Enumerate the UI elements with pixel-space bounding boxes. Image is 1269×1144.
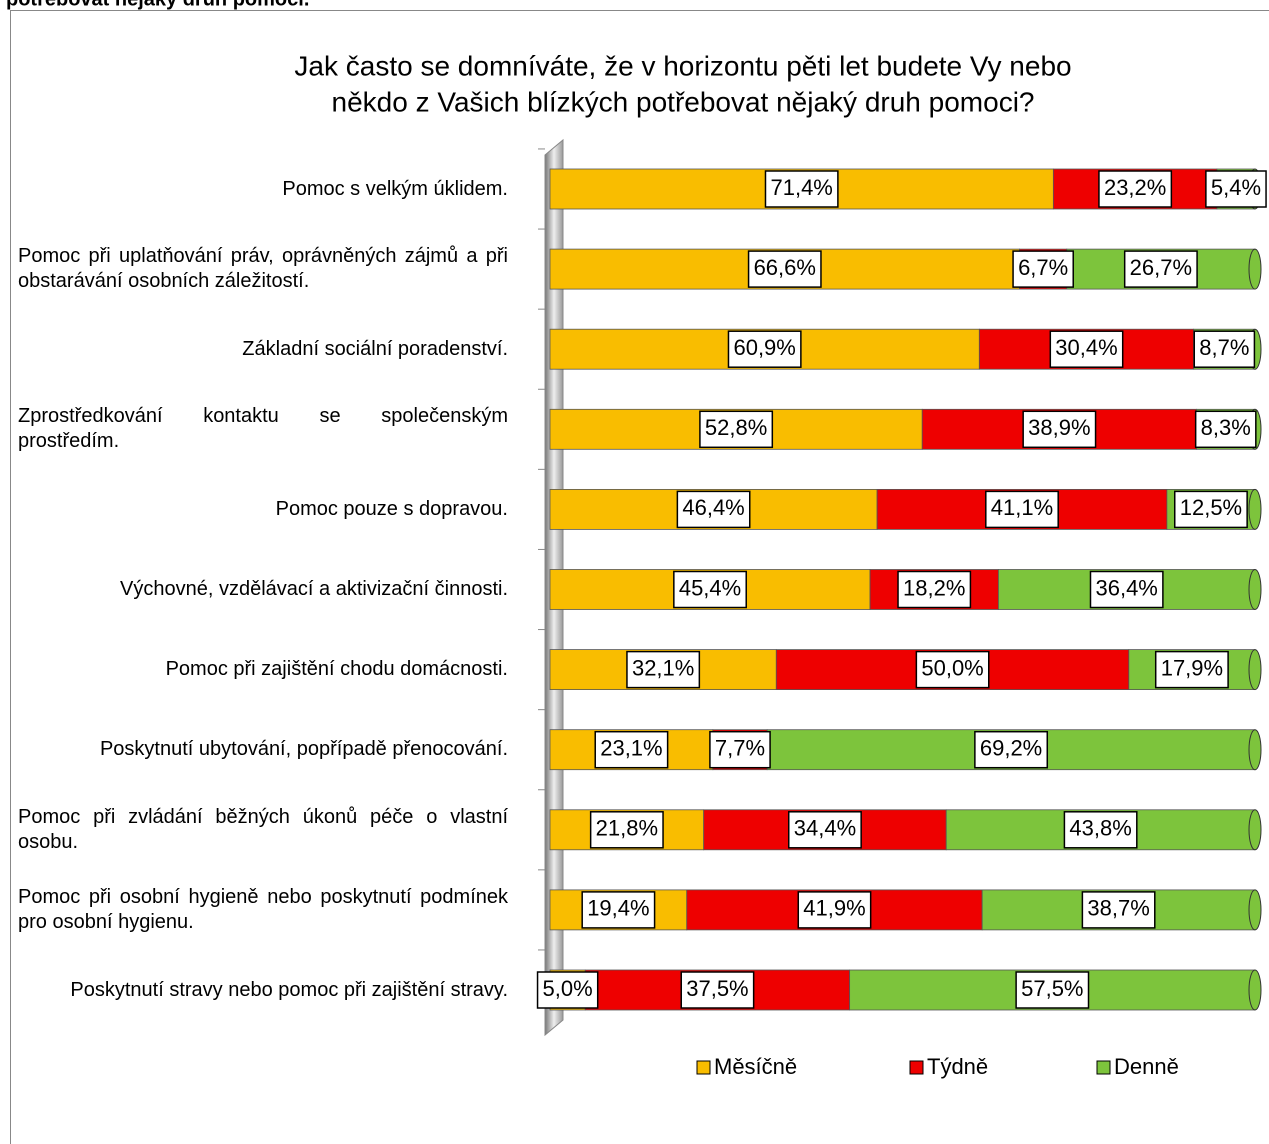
- category-label: Pomoc při uplatňování práv, oprávněných …: [18, 245, 508, 293]
- header-text: potřebovat nějaký druh pomoci.: [6, 0, 309, 10]
- bar-end: [1248, 649, 1262, 691]
- chart-title: Jak často se domníváte, že v horizontu p…: [294, 50, 1071, 81]
- value-label-box: [536, 971, 599, 1009]
- value-label-box: [1049, 330, 1124, 368]
- category-label: Pomoc při osobní hygieně nebo poskytnutí…: [18, 885, 508, 933]
- value-label: 36,4%: [1095, 575, 1157, 600]
- value-label-box: [1081, 891, 1156, 929]
- value-label-box: [727, 330, 802, 368]
- value-label: 57,5%: [1021, 976, 1083, 1001]
- value-label: 21,8%: [596, 816, 658, 841]
- value-label: 46,4%: [682, 495, 744, 520]
- value-label-box: [1205, 170, 1267, 208]
- value-label-box: [1123, 250, 1198, 288]
- value-label-box: [764, 170, 839, 208]
- value-label: 18,2%: [903, 575, 965, 600]
- value-label: 5,4%: [1211, 175, 1261, 200]
- value-label: 66,6%: [754, 255, 816, 280]
- value-label-box: [1098, 170, 1173, 208]
- value-label-box: [626, 650, 701, 689]
- value-label-box: [897, 570, 972, 609]
- value-label: 41,1%: [991, 495, 1053, 520]
- value-label: 45,4%: [679, 575, 741, 600]
- value-label-box: [1015, 971, 1090, 1009]
- value-label: 30,4%: [1055, 335, 1117, 360]
- category-label: Pomoc při zvládání běžných úkonů péče o …: [18, 805, 508, 853]
- chart-title: někdo z Vašich blízkých potřebovat nějak…: [332, 86, 1035, 117]
- value-label: 8,7%: [1199, 335, 1249, 360]
- value-label: 8,3%: [1201, 415, 1251, 440]
- value-label: 23,2%: [1104, 175, 1166, 200]
- value-label: 41,9%: [803, 896, 865, 921]
- legend-label: Měsíčně: [714, 1054, 797, 1079]
- value-label: 71,4%: [770, 175, 832, 200]
- value-label-box: [699, 410, 774, 449]
- bar-end: [1248, 488, 1262, 530]
- value-label: 32,1%: [632, 655, 694, 680]
- value-label-box: [1154, 650, 1229, 689]
- value-label-box: [673, 570, 747, 609]
- category-label: Pomoc s velkým úklidem.: [282, 177, 508, 200]
- legend-label: Denně: [1114, 1054, 1179, 1079]
- value-label-box: [680, 971, 755, 1009]
- value-label-box: [709, 730, 771, 769]
- category-label: Základní sociální poradenství.: [242, 337, 508, 360]
- value-label: 12,5%: [1180, 495, 1242, 520]
- value-label-box: [589, 811, 664, 849]
- value-label-box: [1022, 410, 1097, 449]
- value-label-box: [581, 891, 656, 929]
- value-label-box: [985, 490, 1059, 529]
- value-label: 69,2%: [980, 736, 1042, 761]
- value-label: 38,9%: [1028, 415, 1090, 440]
- value-label: 19,4%: [587, 896, 649, 921]
- value-label-box: [1063, 811, 1138, 849]
- value-label-box: [747, 250, 822, 288]
- legend-label: Týdně: [927, 1054, 988, 1079]
- value-label: 5,0%: [543, 976, 593, 1001]
- value-label-box: [676, 490, 751, 529]
- value-label-box: [1173, 490, 1248, 529]
- bar-end: [1248, 889, 1262, 931]
- bar-end: [1248, 809, 1262, 851]
- value-label-box: [1194, 410, 1257, 449]
- legend-swatch: [1096, 1060, 1111, 1075]
- value-label: 23,1%: [600, 736, 662, 761]
- category-label: Výchovné, vzdělávací a aktivizační činno…: [120, 578, 508, 600]
- value-label: 38,7%: [1087, 896, 1149, 921]
- category-label: Poskytnutí ubytování, popřípadě přenocov…: [99, 738, 508, 761]
- legend-swatch: [696, 1060, 711, 1075]
- value-label: 17,9%: [1161, 655, 1223, 680]
- value-label: 26,7%: [1130, 255, 1192, 280]
- value-label-box: [1012, 250, 1074, 288]
- bar-end: [1248, 248, 1262, 290]
- value-label-box: [594, 730, 669, 769]
- legend-swatch: [909, 1060, 924, 1075]
- value-label: 43,8%: [1069, 816, 1131, 841]
- value-label: 7,7%: [715, 736, 765, 761]
- value-label: 37,5%: [686, 976, 748, 1001]
- value-label: 52,8%: [705, 415, 767, 440]
- category-label: Poskytnutí stravy nebo pomoc při zajiště…: [70, 978, 508, 1001]
- bar-end: [1248, 969, 1262, 1011]
- value-label-box: [788, 811, 862, 849]
- category-label: Pomoc při zajištění chodu domácnosti.: [165, 658, 508, 681]
- value-label: 60,9%: [733, 335, 795, 360]
- value-label: 6,7%: [1018, 255, 1068, 280]
- value-label-box: [1089, 570, 1164, 609]
- value-label-box: [974, 730, 1049, 769]
- value-label: 50,0%: [921, 655, 983, 680]
- chart-frame: [10, 10, 1269, 1144]
- value-label: 34,4%: [794, 816, 856, 841]
- category-label: Zprostředkování kontaktu se společenským…: [18, 405, 508, 453]
- value-label-box: [797, 891, 872, 929]
- bar-end: [1248, 569, 1262, 610]
- category-label: Pomoc pouze s dopravou.: [275, 497, 508, 520]
- bar-end: [1248, 729, 1262, 771]
- value-label-box: [1193, 330, 1256, 368]
- value-label-box: [915, 650, 990, 689]
